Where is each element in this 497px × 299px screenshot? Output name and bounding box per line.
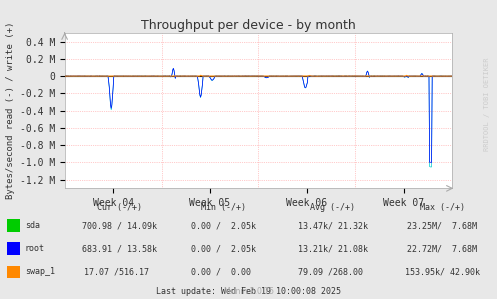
Text: Max (-/+): Max (-/+) — [420, 203, 465, 212]
Text: 683.91 / 13.58k: 683.91 / 13.58k — [82, 244, 157, 253]
Text: sda: sda — [25, 221, 40, 230]
FancyBboxPatch shape — [7, 266, 20, 278]
Text: Min (-/+): Min (-/+) — [201, 203, 246, 212]
Text: 0.00 /  2.05k: 0.00 / 2.05k — [191, 221, 256, 230]
Text: 153.95k/ 42.90k: 153.95k/ 42.90k — [405, 267, 480, 276]
Text: Avg (-/+): Avg (-/+) — [311, 203, 355, 212]
Y-axis label: Bytes/second read (-) / write (+): Bytes/second read (-) / write (+) — [6, 22, 15, 199]
Text: 79.09 /268.00: 79.09 /268.00 — [298, 267, 368, 276]
Text: 0.00 /  0.00: 0.00 / 0.00 — [191, 267, 256, 276]
Text: Cur (-/+): Cur (-/+) — [97, 203, 142, 212]
Text: 700.98 / 14.09k: 700.98 / 14.09k — [82, 221, 157, 230]
FancyBboxPatch shape — [7, 219, 20, 232]
Text: 23.25M/  7.68M: 23.25M/ 7.68M — [408, 221, 477, 230]
Text: 0.00 /  2.05k: 0.00 / 2.05k — [191, 244, 256, 253]
Text: root: root — [25, 244, 45, 253]
Text: Munin 2.0.75: Munin 2.0.75 — [224, 287, 273, 296]
Text: Throughput per device - by month: Throughput per device - by month — [141, 19, 356, 32]
Text: 13.47k/ 21.32k: 13.47k/ 21.32k — [298, 221, 368, 230]
Text: 13.21k/ 21.08k: 13.21k/ 21.08k — [298, 244, 368, 253]
Text: Last update: Wed Feb 19 10:00:08 2025: Last update: Wed Feb 19 10:00:08 2025 — [156, 287, 341, 296]
Text: 17.07 /516.17: 17.07 /516.17 — [80, 267, 159, 276]
Text: RRDTOOL / TOBI OETIKER: RRDTOOL / TOBI OETIKER — [484, 58, 490, 151]
Text: 22.72M/  7.68M: 22.72M/ 7.68M — [408, 244, 477, 253]
Text: swap_1: swap_1 — [25, 267, 55, 276]
FancyBboxPatch shape — [7, 242, 20, 255]
